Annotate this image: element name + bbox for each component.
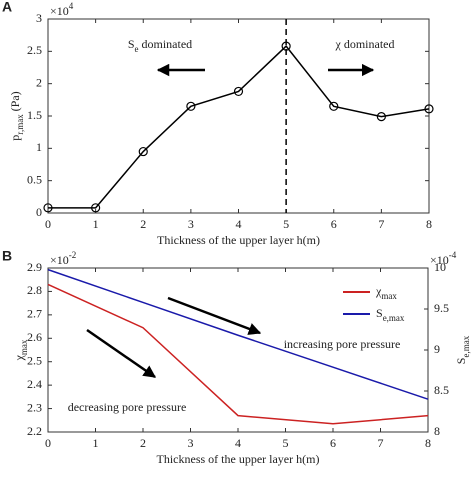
- y2-axis-label-part: e,max: [461, 335, 471, 357]
- y-tick-label: 0.5: [27, 172, 42, 186]
- data-point: [376, 112, 386, 122]
- y-multiplier-part: ×10: [50, 253, 69, 267]
- x-axis-label: Thickness of the upper layer h(m): [157, 233, 320, 247]
- y-tick-label: 2.7: [27, 307, 42, 321]
- y2-tick-label: 8: [434, 424, 440, 438]
- y-tick-label: 2.9: [27, 260, 42, 274]
- x-tick-label: 4: [235, 436, 241, 450]
- y2-tick-label: 9: [434, 342, 440, 356]
- data-point: [329, 101, 339, 111]
- series-line: [47, 268, 429, 400]
- y-multiplier: ×10-2: [50, 250, 76, 267]
- y2-multiplier: ×10-4: [430, 250, 457, 267]
- x-tick-label: 6: [330, 436, 336, 450]
- x-tick-label: 2: [140, 217, 146, 231]
- y-tick-label: 2.6: [27, 330, 42, 344]
- legend-box: [338, 280, 424, 326]
- data-point: [233, 86, 244, 97]
- y-multiplier-part: ×10: [50, 4, 69, 18]
- annotation: decreasing pore pressure: [68, 400, 187, 414]
- x-tick-label: 7: [378, 217, 384, 231]
- y-tick-label: 2: [36, 75, 42, 89]
- legend-label-part: S: [376, 306, 383, 320]
- x-tick-label: 1: [93, 217, 99, 231]
- data-point: [91, 203, 101, 213]
- x-tick-label: 1: [93, 436, 99, 450]
- y2-multiplier-part: -4: [449, 250, 457, 260]
- annotation-part: e: [135, 44, 139, 54]
- y-tick-label: 1.5: [27, 108, 42, 122]
- y2-tick-label: 10: [434, 260, 446, 274]
- y-axis-label-part: max: [19, 339, 29, 355]
- y2-axis-label: Se,max: [454, 335, 471, 364]
- y-tick-label: 2.8: [27, 283, 42, 297]
- annotation-part: S: [128, 37, 135, 51]
- arrow: [86, 328, 157, 379]
- x-tick-label: 7: [378, 436, 384, 450]
- y-axis-label: χmax: [12, 339, 29, 361]
- data-point: [138, 146, 148, 157]
- y-multiplier-part: 4: [69, 1, 74, 11]
- series-line: [48, 45, 430, 209]
- data-point: [43, 203, 53, 213]
- y-tick-label: 1: [36, 140, 42, 154]
- y-multiplier: ×104: [50, 1, 74, 18]
- arrows: [86, 63, 375, 379]
- data-point: [424, 104, 434, 114]
- y-multiplier-part: -2: [69, 250, 77, 260]
- annotation: χ dominated: [335, 37, 395, 51]
- x-tick-label: 6: [331, 217, 337, 231]
- y-tick-label: 2.5: [27, 353, 42, 367]
- y-tick-label: 2.2: [27, 424, 42, 438]
- y-axis-label-part: p: [8, 135, 22, 141]
- y-tick-label: 0: [36, 205, 42, 219]
- y-tick-label: 2.4: [27, 377, 42, 391]
- annotation: increasing pore pressure: [284, 337, 401, 351]
- annotation-part: increasing pore pressure: [284, 337, 401, 351]
- series-line: [47, 283, 429, 425]
- x-axis-label: Thickness of the upper layer h(m): [157, 452, 320, 466]
- legend-label-part: e,max: [383, 313, 405, 323]
- y-tick-label: 2.5: [27, 43, 42, 57]
- arrow: [167, 296, 262, 335]
- y-tick-label: 3: [36, 11, 42, 25]
- x-tick-label: 3: [188, 436, 194, 450]
- y-axis-label: pr,max (Pa): [8, 91, 25, 140]
- data-point: [281, 41, 291, 51]
- y2-axis-label-part: S: [454, 358, 468, 365]
- y-axis-label-part: r,max: [15, 114, 25, 135]
- x-tick-label: 3: [188, 217, 194, 231]
- x-tick-label: 5: [283, 217, 289, 231]
- x-tick-label: 8: [426, 217, 432, 231]
- y-axis-label-part: χ: [12, 354, 26, 361]
- panel-label: A: [2, 0, 12, 15]
- data-point: [186, 101, 196, 111]
- x-tick-label: 4: [236, 217, 242, 231]
- y2-multiplier-part: ×10: [430, 253, 449, 267]
- y2-tick-label: 8.5: [434, 383, 449, 397]
- x-tick-label: 2: [140, 436, 146, 450]
- annotation-part: dominated: [139, 37, 193, 51]
- y-axis-label-part: (Pa): [8, 91, 22, 114]
- y-tick-label: 2.3: [27, 400, 42, 414]
- x-tick-label: 8: [425, 436, 431, 450]
- y2-tick-label: 9.5: [434, 301, 449, 315]
- annotation-part: decreasing pore pressure: [68, 400, 187, 414]
- legend-label-part: χ: [375, 284, 382, 298]
- x-tick-label: 0: [45, 436, 51, 450]
- annotation: Se dominated: [128, 37, 192, 54]
- x-tick-label: 5: [283, 436, 289, 450]
- legend-label: χmax: [375, 284, 397, 301]
- legend-label: Se,max: [376, 306, 405, 323]
- annotation-part: χ dominated: [335, 37, 395, 51]
- panel-label: B: [2, 248, 12, 264]
- legend-label-part: max: [381, 291, 397, 301]
- x-tick-label: 0: [45, 217, 51, 231]
